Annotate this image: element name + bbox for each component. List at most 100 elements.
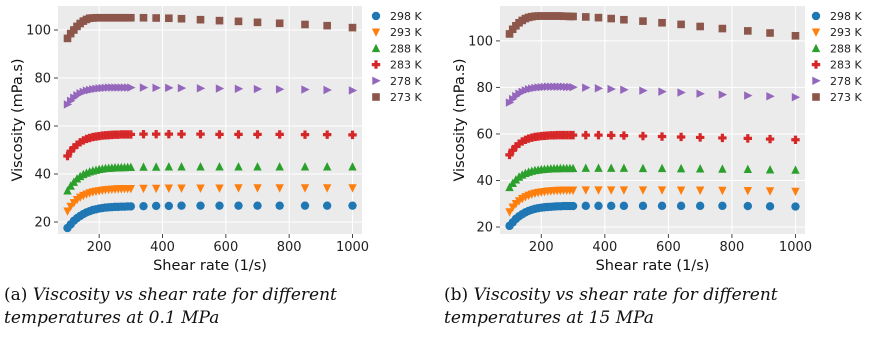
- data-point: [791, 165, 800, 174]
- data-point: [234, 130, 243, 139]
- data-point: [594, 130, 603, 140]
- legend-marker: [371, 11, 381, 21]
- data-point: [511, 142, 521, 151]
- data-point: [322, 184, 332, 193]
- data-point: [127, 13, 135, 22]
- legend-marker: [371, 28, 381, 37]
- series-278K: [505, 82, 801, 107]
- data-point: [765, 187, 775, 196]
- data-point: [505, 208, 514, 217]
- data-point: [619, 131, 629, 140]
- y-tick-label: 60: [34, 120, 51, 135]
- data-point: [581, 13, 590, 21]
- data-point: [569, 12, 577, 21]
- data-point: [743, 187, 753, 196]
- data-point: [677, 20, 685, 29]
- series-278K: [63, 83, 358, 109]
- data-point: [253, 184, 262, 193]
- data-point: [657, 132, 667, 141]
- data-point: [275, 85, 285, 94]
- data-point: [744, 27, 752, 35]
- data-point: [718, 186, 727, 196]
- x-tick-label: 600: [213, 240, 238, 255]
- legend-marker: [811, 43, 821, 53]
- data-point: [620, 85, 629, 94]
- data-point: [151, 162, 161, 171]
- legend-marker: [372, 93, 380, 101]
- data-point: [323, 85, 332, 95]
- data-point: [791, 31, 800, 40]
- x-tick-label: 1000: [779, 240, 812, 255]
- data-point: [164, 184, 174, 193]
- caption-b-tag: (b): [444, 285, 469, 305]
- data-point: [639, 86, 648, 95]
- data-point: [696, 22, 704, 31]
- data-point: [300, 201, 310, 210]
- data-point: [139, 83, 149, 92]
- data-point: [657, 186, 667, 195]
- data-point: [765, 134, 775, 144]
- data-point: [152, 83, 161, 93]
- data-point: [234, 84, 244, 93]
- data-point: [568, 130, 578, 140]
- data-point: [695, 164, 705, 173]
- series-298K: [63, 201, 357, 233]
- data-point: [152, 14, 160, 22]
- legend: 298 K 293 K 288 K 283 K 278 K 273 K: [371, 10, 422, 104]
- data-point: [215, 184, 224, 193]
- caption-b-text: Viscosity vs shear rate for different tem…: [444, 285, 778, 328]
- data-point: [658, 18, 666, 27]
- data-point: [718, 164, 727, 173]
- data-point: [69, 143, 79, 152]
- data-point: [638, 163, 648, 173]
- legend-label: 283 K: [390, 59, 422, 72]
- data-point: [253, 162, 262, 171]
- data-point: [594, 13, 603, 22]
- legend-marker: [812, 93, 820, 101]
- data-point: [676, 201, 686, 211]
- data-point: [322, 201, 332, 210]
- data-point: [658, 87, 667, 96]
- data-point: [607, 14, 615, 23]
- data-point: [766, 92, 775, 101]
- y-tick-label: 20: [34, 216, 51, 231]
- data-point: [607, 84, 616, 94]
- data-point: [275, 201, 284, 210]
- legend-label: 273 K: [830, 91, 862, 104]
- data-point: [323, 21, 331, 30]
- data-point: [606, 131, 616, 140]
- data-point: [718, 133, 727, 143]
- data-point: [164, 201, 174, 211]
- data-point: [676, 186, 686, 195]
- data-point: [594, 84, 604, 93]
- legend: 298 K 293 K 288 K 283 K 278 K 273 K: [811, 10, 862, 104]
- data-point: [165, 83, 174, 93]
- data-point: [177, 83, 187, 93]
- data-point: [75, 138, 85, 147]
- x-axis-label: Shear rate (1/s): [153, 258, 267, 274]
- legend-marker: [811, 60, 821, 69]
- data-point: [695, 186, 705, 195]
- data-point: [508, 146, 517, 155]
- data-point: [275, 162, 284, 171]
- data-point: [139, 201, 148, 211]
- data-point: [215, 162, 224, 171]
- series-293K: [505, 186, 800, 217]
- caption-a-tag: (a): [4, 285, 28, 305]
- data-point: [215, 201, 224, 210]
- data-point: [301, 20, 309, 29]
- data-point: [66, 147, 75, 156]
- legend-marker: [811, 11, 821, 21]
- data-point: [791, 202, 800, 211]
- data-point: [594, 201, 603, 211]
- data-point: [581, 130, 590, 140]
- data-point: [348, 130, 357, 140]
- data-point: [196, 15, 205, 24]
- x-tick-label: 400: [150, 240, 175, 255]
- data-point: [196, 84, 206, 93]
- y-axis-label: Viscosity (mPa.s): [452, 58, 468, 181]
- series-283K: [63, 129, 357, 161]
- plot-area: [58, 6, 362, 234]
- series-288K: [505, 163, 800, 192]
